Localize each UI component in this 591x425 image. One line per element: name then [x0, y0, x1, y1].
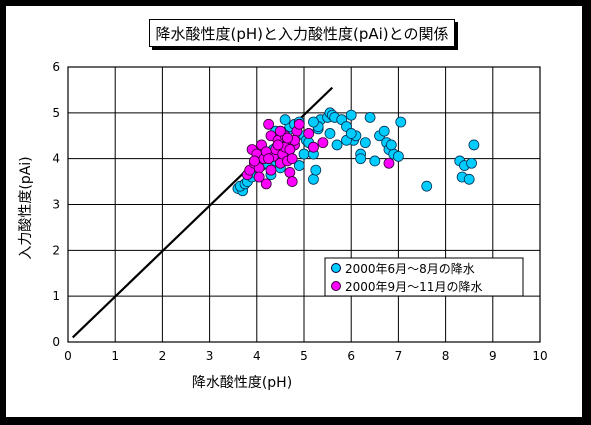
data-points [232, 107, 480, 197]
data-point-summer [364, 112, 376, 123]
y-tick-label: 3 [52, 198, 60, 212]
data-point-autumn [249, 155, 260, 167]
data-point-summer [355, 153, 367, 165]
data-point-summer [345, 128, 357, 139]
y-tick-label: 5 [52, 106, 60, 120]
x-tick-label: 2 [159, 349, 167, 363]
x-tick-label: 10 [532, 349, 547, 363]
data-point-autumn [263, 118, 275, 130]
data-point-summer [421, 180, 433, 192]
y-tick-label: 2 [52, 243, 60, 257]
axes [67, 66, 541, 343]
y-tick-label: 1 [52, 289, 60, 303]
data-point-autumn [260, 178, 272, 190]
data-point-summer [324, 128, 336, 139]
data-point-summer [395, 116, 407, 128]
plot-area-border [67, 66, 541, 343]
data-point-summer [293, 160, 305, 171]
data-point-summer [359, 137, 371, 149]
x-tick-label: 0 [64, 349, 72, 363]
data-point-summer [392, 150, 404, 162]
data-point-summer [298, 148, 310, 160]
y-tick-label: 6 [52, 60, 60, 74]
data-point-summer [378, 125, 390, 137]
chart-frame: 0 1 2 3 4 5 6 7 8 9 10 0 1 2 3 4 5 6 降水酸性度(pH) 入力酸性度(pAi)… [6, 6, 582, 417]
data-point-summer [308, 116, 319, 128]
data-point-autumn [282, 132, 293, 144]
legend-box [324, 257, 524, 297]
data-point-autumn [284, 144, 296, 155]
data-point-summer [369, 155, 381, 167]
x-tick-label: 4 [253, 349, 261, 363]
data-point-autumn [308, 141, 319, 153]
legend-label-autumn: 2000年9月～11月の降水 [345, 280, 482, 294]
legend: 2000年6月～8月の降水 2000年9月～11月の降水 [324, 257, 524, 297]
data-point-autumn [303, 128, 315, 139]
data-point-summer [466, 157, 477, 169]
data-point-summer [468, 139, 480, 151]
legend-marker-autumn [331, 281, 341, 291]
x-tick-label: 6 [347, 349, 355, 363]
x-tick-label: 5 [300, 349, 308, 363]
data-point-summer [279, 114, 291, 126]
data-point-summer [308, 173, 319, 185]
legend-label-summer: 2000年6月～8月の降水 [345, 262, 475, 276]
data-point-autumn [383, 157, 395, 169]
x-axis-label: 降水酸性度(pH) [192, 375, 292, 391]
data-point-autumn [263, 153, 275, 165]
data-point-autumn [286, 176, 298, 187]
data-point-summer [345, 109, 357, 121]
x-tick-label: 1 [111, 349, 119, 363]
data-point-summer [385, 139, 397, 151]
data-point-autumn [272, 139, 284, 151]
x-tick-label: 7 [395, 349, 403, 363]
data-point-autumn [293, 118, 305, 130]
data-point-summer [463, 173, 475, 185]
y-tick-label: 4 [52, 152, 60, 166]
data-point-autumn [274, 125, 286, 137]
scatter-chart: 0 1 2 3 4 5 6 7 8 9 10 0 1 2 3 4 5 6 降水酸性度(pH) 入力酸性度(pAi)… [18, 60, 548, 391]
data-point-summer [331, 139, 343, 151]
legend-marker-summer [331, 263, 341, 273]
x-tick-label: 9 [489, 349, 497, 363]
data-point-autumn [284, 167, 296, 178]
y-axis-label: 入力酸性度(pAi) [18, 156, 34, 259]
x-tick-label: 8 [442, 349, 450, 363]
chart-title: 降水酸性度(pH)と入力酸性度(pAi)との関係 [149, 19, 455, 47]
data-point-autumn [286, 153, 298, 165]
x-tick-label: 3 [206, 349, 214, 363]
data-point-autumn [253, 171, 265, 183]
data-point-autumn [317, 137, 329, 149]
tick-labels: 0 1 2 3 4 5 6 7 8 9 10 0 1 2 3 4 5 6 [52, 60, 547, 363]
grid-lines [67, 66, 541, 343]
data-point-summer [310, 164, 322, 176]
y-tick-label: 0 [52, 335, 60, 349]
data-point-autumn [265, 164, 277, 176]
